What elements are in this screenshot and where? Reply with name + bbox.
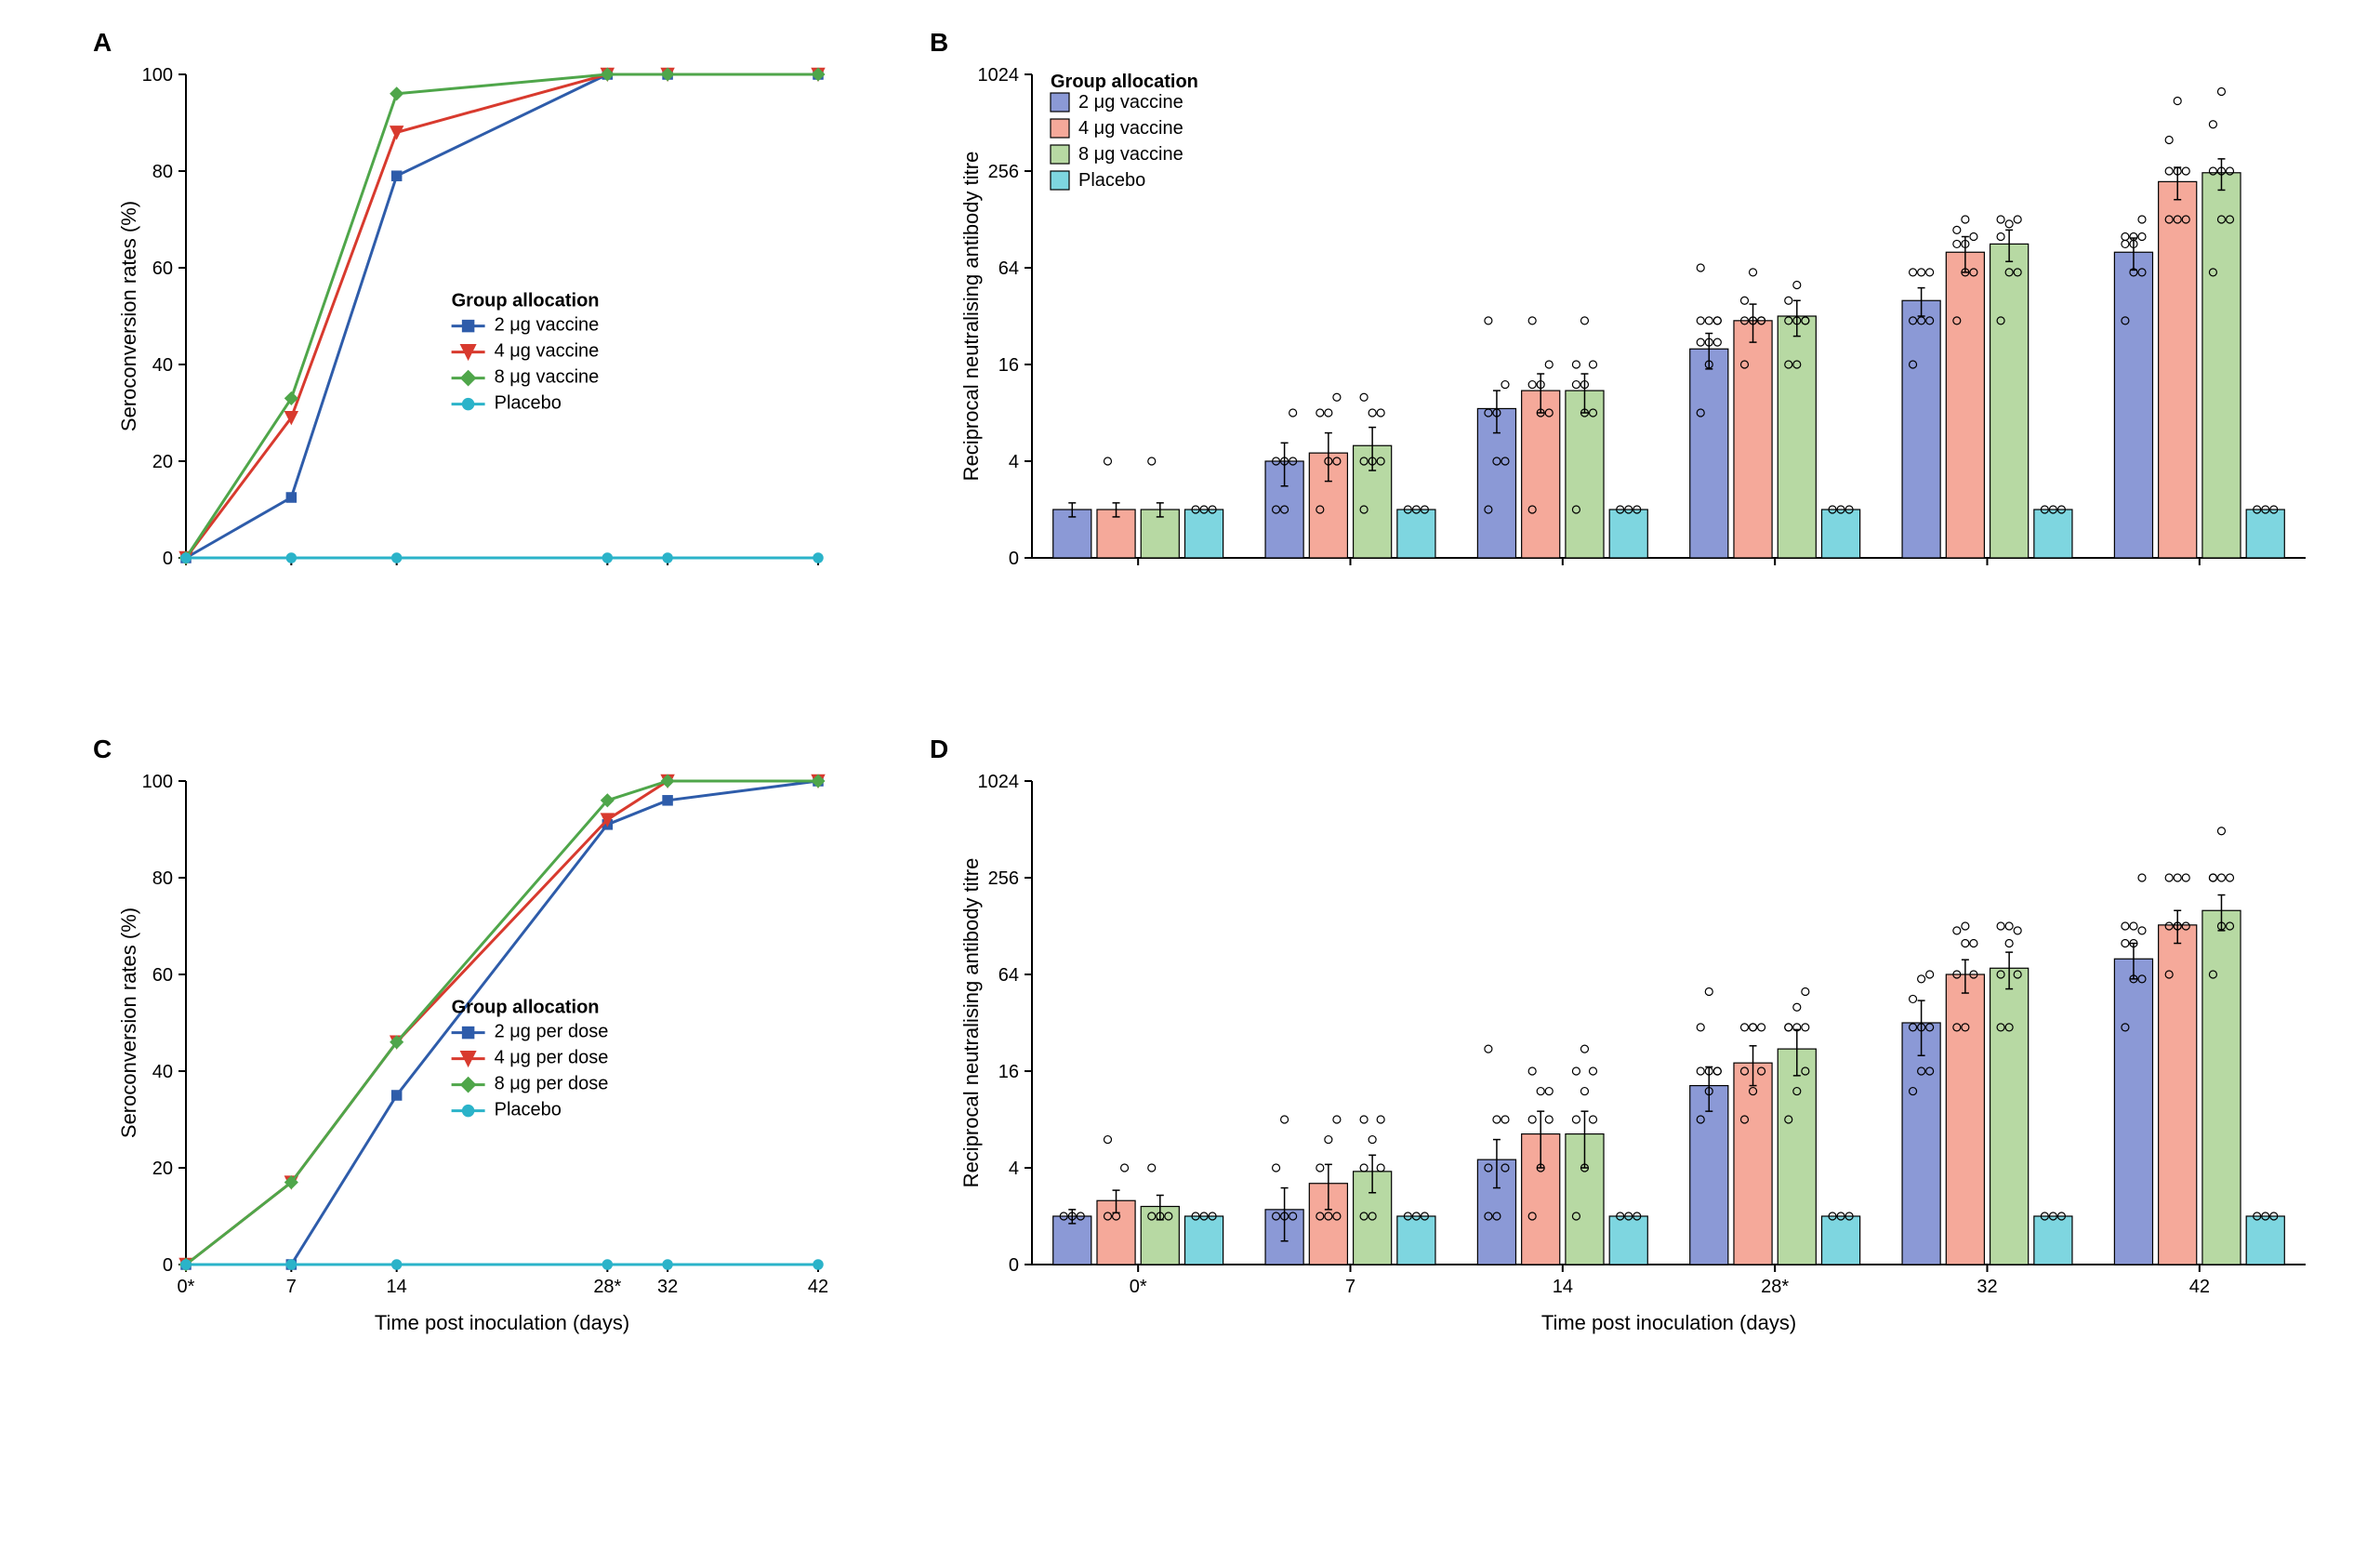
svg-text:60: 60: [152, 965, 173, 986]
svg-text:64: 64: [998, 965, 1019, 986]
svg-text:0: 0: [1009, 1255, 1019, 1276]
figure-container: A B C D 020406080100Seroconversion rates…: [19, 19, 2361, 1544]
svg-text:28*: 28*: [593, 1277, 621, 1297]
svg-text:256: 256: [988, 868, 1019, 889]
svg-text:60: 60: [152, 258, 173, 279]
svg-text:1024: 1024: [978, 65, 1020, 86]
svg-text:14: 14: [1553, 1277, 1573, 1297]
svg-text:Reciprocal neutralising antibo: Reciprocal neutralising antibody titre: [959, 152, 983, 482]
svg-text:16: 16: [998, 1062, 1019, 1082]
figure-svg: 020406080100Seroconversion rates (%)Grou…: [19, 19, 2361, 1544]
svg-text:20: 20: [152, 452, 173, 472]
svg-text:4 μg per dose: 4 μg per dose: [495, 1048, 609, 1068]
svg-text:0*: 0*: [178, 1277, 195, 1297]
svg-text:0: 0: [1009, 549, 1019, 569]
svg-text:4 μg vaccine: 4 μg vaccine: [495, 341, 600, 362]
svg-text:Seroconversion rates (%): Seroconversion rates (%): [117, 201, 140, 431]
svg-text:80: 80: [152, 162, 173, 182]
svg-text:Group allocation: Group allocation: [1051, 72, 1198, 92]
svg-text:2 μg per dose: 2 μg per dose: [495, 1022, 609, 1042]
svg-text:42: 42: [808, 1277, 828, 1297]
svg-text:100: 100: [142, 772, 173, 792]
svg-text:42: 42: [2189, 1277, 2210, 1297]
svg-text:100: 100: [142, 65, 173, 86]
svg-text:0: 0: [163, 1255, 173, 1276]
svg-text:256: 256: [988, 162, 1019, 182]
svg-text:40: 40: [152, 355, 173, 376]
svg-text:Placebo: Placebo: [1078, 170, 1145, 191]
svg-text:2 μg vaccine: 2 μg vaccine: [1078, 92, 1183, 113]
svg-text:Group allocation: Group allocation: [452, 291, 600, 311]
svg-text:4: 4: [1009, 452, 1019, 472]
svg-text:28*: 28*: [1761, 1277, 1789, 1297]
svg-text:Seroconversion rates (%): Seroconversion rates (%): [117, 907, 140, 1138]
svg-text:0: 0: [163, 549, 173, 569]
svg-text:7: 7: [1345, 1277, 1355, 1297]
svg-text:20: 20: [152, 1159, 173, 1179]
svg-text:4: 4: [1009, 1159, 1019, 1179]
svg-text:32: 32: [1977, 1277, 1997, 1297]
svg-text:Placebo: Placebo: [495, 1100, 562, 1120]
svg-text:1024: 1024: [978, 772, 1020, 792]
svg-text:Time post inoculation (days): Time post inoculation (days): [375, 1311, 629, 1334]
svg-text:4 μg vaccine: 4 μg vaccine: [1078, 118, 1183, 139]
svg-text:14: 14: [387, 1277, 407, 1297]
svg-text:64: 64: [998, 258, 1019, 279]
svg-text:80: 80: [152, 868, 173, 889]
svg-text:Group allocation: Group allocation: [452, 998, 600, 1018]
svg-text:16: 16: [998, 355, 1019, 376]
svg-text:8 μg vaccine: 8 μg vaccine: [1078, 144, 1183, 165]
svg-text:40: 40: [152, 1062, 173, 1082]
svg-text:Time post inoculation (days): Time post inoculation (days): [1541, 1311, 1796, 1334]
svg-text:0*: 0*: [1130, 1277, 1147, 1297]
svg-text:32: 32: [657, 1277, 678, 1297]
svg-text:2 μg vaccine: 2 μg vaccine: [495, 315, 600, 336]
svg-text:Placebo: Placebo: [495, 393, 562, 414]
svg-text:8 μg per dose: 8 μg per dose: [495, 1074, 609, 1094]
svg-text:8 μg vaccine: 8 μg vaccine: [495, 367, 600, 388]
svg-text:Reciprocal neutralising antibo: Reciprocal neutralising antibody titre: [959, 858, 983, 1188]
svg-text:7: 7: [286, 1277, 297, 1297]
